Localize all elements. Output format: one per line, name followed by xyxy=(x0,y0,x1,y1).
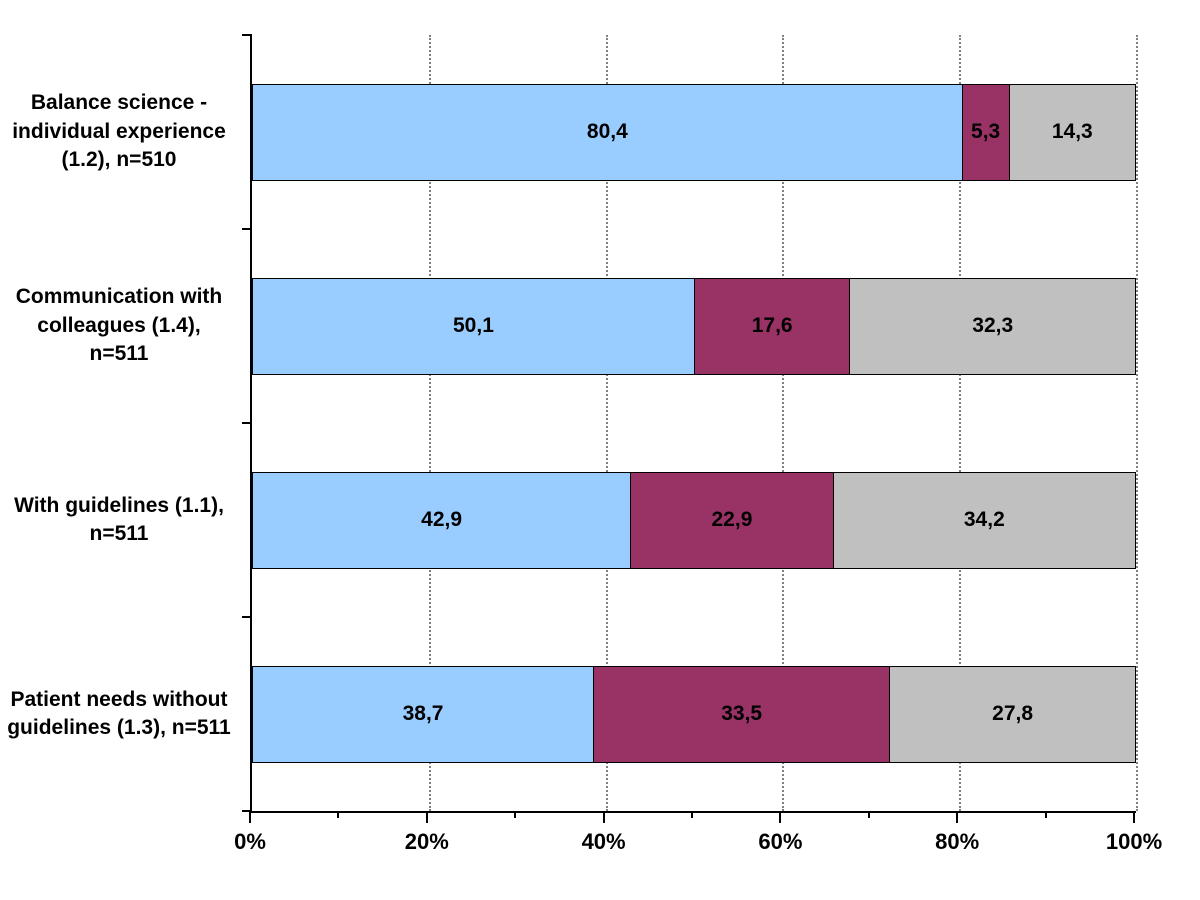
plot-area: 80,45,314,350,117,632,342,922,934,238,73… xyxy=(250,35,1136,813)
stacked-bar-chart: 80,45,314,350,117,632,342,922,934,238,73… xyxy=(0,0,1200,900)
y-tick xyxy=(242,34,252,36)
category-label: Patient needs withoutguidelines (1.3), n… xyxy=(0,617,238,811)
bar-segment: 17,6 xyxy=(695,278,851,375)
bar-segment: 38,7 xyxy=(252,666,594,763)
gridline xyxy=(1136,35,1138,811)
x-axis-label: 20% xyxy=(405,829,449,855)
x-tick-major xyxy=(1133,811,1135,823)
bar-segment: 80,4 xyxy=(252,84,963,181)
x-tick-minor xyxy=(691,811,693,818)
y-tick xyxy=(242,422,252,424)
x-tick-major xyxy=(779,811,781,823)
x-tick-minor xyxy=(1045,811,1047,818)
bar-row: 50,117,632,3 xyxy=(252,278,1136,375)
bar-row: 42,922,934,2 xyxy=(252,472,1136,569)
bar-segment: 5,3 xyxy=(963,84,1010,181)
bar-row: 38,733,527,8 xyxy=(252,666,1136,763)
category-label: Balance science -individual experience(1… xyxy=(0,35,238,229)
category-label: Communication withcolleagues (1.4),n=511 xyxy=(0,229,238,423)
x-tick-minor xyxy=(337,811,339,818)
x-tick-major xyxy=(956,811,958,823)
category-label: With guidelines (1.1),n=511 xyxy=(0,423,238,617)
bar-row: 80,45,314,3 xyxy=(252,84,1136,181)
bar-segment: 50,1 xyxy=(252,278,695,375)
bar-segment: 14,3 xyxy=(1010,84,1136,181)
x-axis-label: 100% xyxy=(1106,829,1162,855)
bar-segment: 33,5 xyxy=(594,666,890,763)
bar-segment: 42,9 xyxy=(252,472,631,569)
bar-segment: 22,9 xyxy=(631,472,833,569)
x-tick-minor xyxy=(868,811,870,818)
y-tick xyxy=(242,616,252,618)
bar-segment: 32,3 xyxy=(850,278,1136,375)
x-axis-label: 60% xyxy=(758,829,802,855)
x-axis-label: 80% xyxy=(935,829,979,855)
x-axis-label: 40% xyxy=(582,829,626,855)
x-tick-major xyxy=(249,811,251,823)
x-tick-major xyxy=(426,811,428,823)
bar-segment: 27,8 xyxy=(890,666,1136,763)
x-tick-major xyxy=(603,811,605,823)
x-axis-label: 0% xyxy=(234,829,266,855)
x-tick-minor xyxy=(514,811,516,818)
y-tick xyxy=(242,228,252,230)
bar-segment: 34,2 xyxy=(834,472,1136,569)
